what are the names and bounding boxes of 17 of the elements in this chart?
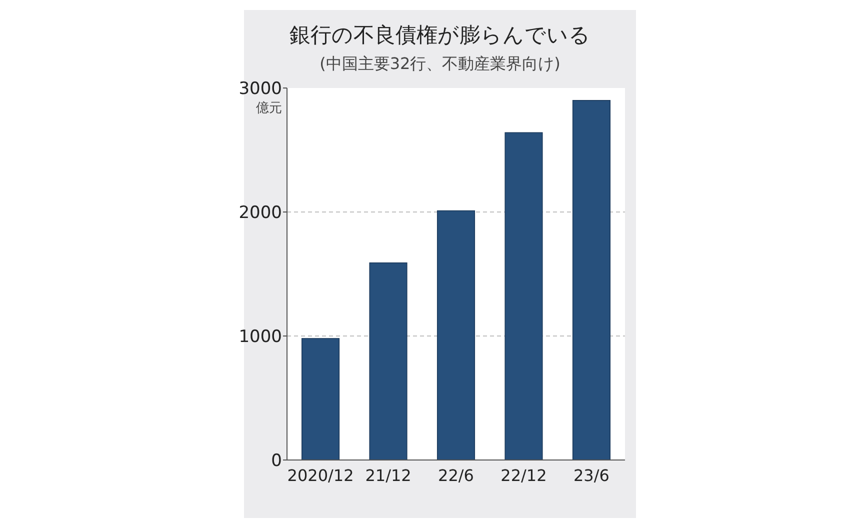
y-tick-label: 3000	[238, 78, 282, 99]
x-tick-label: 23/6	[574, 466, 610, 485]
y-axis-title: 億元	[256, 101, 282, 116]
x-tick-label: 22/6	[438, 466, 474, 485]
chart-subtitle: (中国主要32行、不動産業界向け)	[320, 54, 560, 73]
x-tick-label: 2020/12	[287, 466, 354, 485]
x-tick-label: 21/12	[365, 466, 412, 485]
bar	[302, 338, 340, 460]
bar	[504, 132, 543, 460]
y-tick-label: 0	[271, 450, 282, 471]
bar	[572, 100, 610, 460]
y-tick-label: 1000	[238, 326, 282, 347]
y-tick-label: 2000	[238, 202, 282, 223]
x-tick-label: 22/12	[500, 466, 547, 485]
bar	[369, 262, 408, 460]
chart-title: 銀行の不良債権が膨らんでいる	[290, 23, 590, 47]
bar	[436, 210, 476, 460]
